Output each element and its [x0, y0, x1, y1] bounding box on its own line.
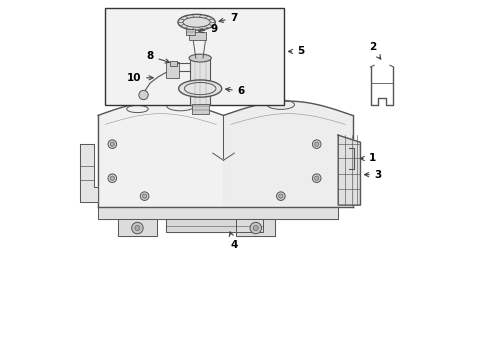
Polygon shape [223, 101, 353, 207]
Polygon shape [98, 101, 223, 207]
Circle shape [135, 226, 140, 230]
Circle shape [132, 222, 143, 234]
Circle shape [315, 176, 319, 180]
Text: 7: 7 [219, 13, 238, 23]
Circle shape [139, 90, 148, 100]
Bar [190, 58, 210, 105]
Polygon shape [236, 220, 275, 235]
Circle shape [276, 192, 285, 201]
Ellipse shape [189, 54, 211, 62]
Polygon shape [118, 220, 157, 235]
Ellipse shape [178, 14, 215, 30]
Circle shape [250, 222, 262, 234]
Text: 2: 2 [368, 42, 381, 59]
Text: 8: 8 [147, 51, 170, 63]
Text: 10: 10 [126, 73, 153, 83]
Text: 5: 5 [289, 46, 304, 57]
Bar [170, 60, 177, 66]
Circle shape [110, 142, 115, 146]
Circle shape [313, 140, 321, 148]
Bar [105, 8, 285, 105]
Circle shape [108, 140, 117, 148]
Polygon shape [338, 135, 361, 205]
Bar [186, 29, 195, 35]
Circle shape [110, 176, 115, 180]
Bar [166, 62, 179, 78]
Bar [192, 104, 209, 114]
Polygon shape [98, 207, 338, 220]
Ellipse shape [179, 80, 221, 97]
Text: 3: 3 [365, 170, 382, 180]
Circle shape [313, 174, 321, 183]
Text: 4: 4 [229, 232, 238, 250]
Text: 6: 6 [226, 86, 245, 96]
Text: 1: 1 [360, 153, 376, 163]
Circle shape [253, 226, 258, 230]
Circle shape [279, 194, 283, 198]
Bar [190, 32, 205, 40]
Polygon shape [166, 220, 263, 232]
Circle shape [315, 142, 319, 146]
Circle shape [140, 192, 149, 201]
Text: 9: 9 [199, 24, 218, 34]
Polygon shape [80, 144, 98, 202]
Circle shape [108, 174, 117, 183]
Circle shape [143, 194, 147, 198]
